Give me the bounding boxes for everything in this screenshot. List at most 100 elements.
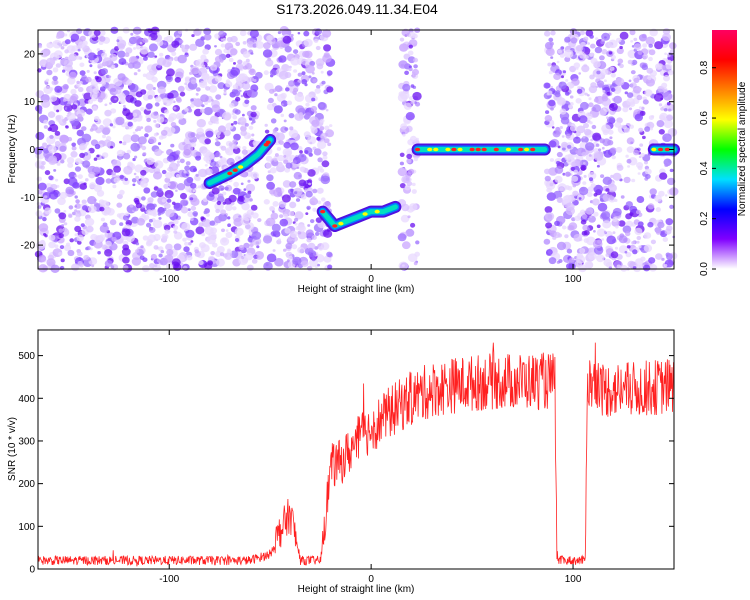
noise-speck: [658, 129, 665, 135]
noise-speck: [666, 59, 672, 65]
noise-speck: [242, 51, 251, 58]
noise-speck: [150, 191, 158, 198]
noise-speck: [190, 103, 195, 108]
noise-speck: [249, 198, 253, 202]
noise-speck: [648, 43, 653, 48]
noise-speck: [283, 154, 287, 158]
noise-speck: [312, 78, 318, 83]
noise-speck: [581, 214, 588, 219]
noise-speck: [203, 107, 213, 116]
noise-speck: [297, 32, 301, 35]
noise-speck: [132, 61, 141, 69]
noise-speck: [142, 37, 148, 43]
noise-speck: [636, 196, 645, 203]
noise-speck: [53, 103, 63, 113]
noise-speck: [245, 58, 250, 63]
noise-speck: [212, 66, 215, 70]
noise-speck: [74, 195, 78, 199]
noise-speck: [626, 158, 632, 164]
noise-speck: [564, 234, 569, 239]
noise-speck: [250, 111, 257, 118]
noise-speck: [80, 223, 85, 228]
noise-speck: [193, 174, 200, 181]
noise-speck: [131, 178, 137, 183]
noise-speck: [250, 105, 257, 111]
noise-speck: [306, 237, 312, 243]
noise-speck: [101, 52, 108, 58]
noise-speck: [554, 220, 560, 226]
noise-speck: [119, 222, 124, 227]
noise-speck: [637, 221, 644, 227]
noise-speck: [168, 98, 174, 104]
noise-speck: [218, 30, 226, 37]
noise-speck: [276, 146, 282, 151]
noise-speck: [205, 130, 214, 138]
noise-speck: [89, 128, 94, 132]
chart-title: S173.2026.049.11.34.E04: [276, 1, 438, 17]
noise-speck: [69, 71, 77, 79]
noise-speck: [112, 184, 117, 189]
noise-speck: [139, 41, 143, 45]
noise-speck: [147, 28, 153, 34]
noise-speck: [543, 238, 551, 245]
noise-speck: [309, 197, 319, 206]
noise-speck: [556, 160, 561, 165]
noise-speck: [321, 80, 326, 85]
noise-speck: [225, 229, 229, 232]
snr-frame: [37, 329, 675, 570]
noise-speck: [185, 161, 191, 166]
noise-speck: [103, 212, 107, 216]
noise-speck: [251, 212, 259, 219]
noise-speck: [122, 256, 130, 264]
noise-speck: [148, 218, 153, 223]
noise-speck: [57, 197, 66, 206]
noise-speck: [235, 96, 241, 102]
noise-speck: [143, 214, 150, 221]
noise-speck: [568, 263, 576, 270]
noise-speck: [403, 176, 411, 184]
noise-speck: [580, 101, 589, 110]
noise-speck: [296, 166, 300, 169]
noise-speck: [110, 108, 117, 114]
noise-speck: [232, 84, 239, 90]
noise-speck: [295, 198, 301, 202]
noise-speck: [571, 161, 578, 167]
noise-speck: [195, 155, 202, 161]
noise-speck: [631, 178, 636, 183]
noise-speck: [220, 38, 224, 41]
noise-speck: [598, 148, 602, 152]
noise-speck: [52, 75, 58, 81]
noise-speck: [285, 242, 293, 250]
noise-speck: [399, 37, 405, 42]
noise-speck: [122, 108, 131, 117]
noise-speck: [578, 72, 581, 75]
noise-speck: [40, 49, 49, 58]
noise-speck: [596, 164, 600, 168]
noise-speck: [37, 44, 43, 49]
noise-speck: [198, 168, 208, 178]
noise-speck: [49, 191, 59, 200]
noise-speck: [257, 218, 262, 223]
noise-speck: [638, 34, 647, 42]
noise-speck: [310, 219, 315, 224]
noise-speck: [325, 129, 334, 138]
noise-speck: [100, 217, 105, 222]
noise-speck: [285, 162, 293, 169]
noise-speck: [545, 110, 550, 114]
noise-speck: [399, 183, 406, 189]
noise-speck: [156, 116, 165, 123]
noise-speck: [122, 134, 133, 143]
noise-speck: [649, 28, 658, 37]
noise-speck: [157, 86, 166, 94]
noise-speck: [576, 255, 586, 264]
noise-speck: [220, 209, 227, 215]
noise-speck: [38, 264, 48, 273]
noise-speck: [164, 109, 170, 114]
noise-speck: [564, 36, 571, 43]
noise-speck: [91, 264, 95, 268]
noise-speck: [176, 160, 181, 164]
noise-speck: [173, 106, 177, 110]
noise-speck: [84, 217, 95, 227]
noise-speck: [590, 138, 594, 142]
